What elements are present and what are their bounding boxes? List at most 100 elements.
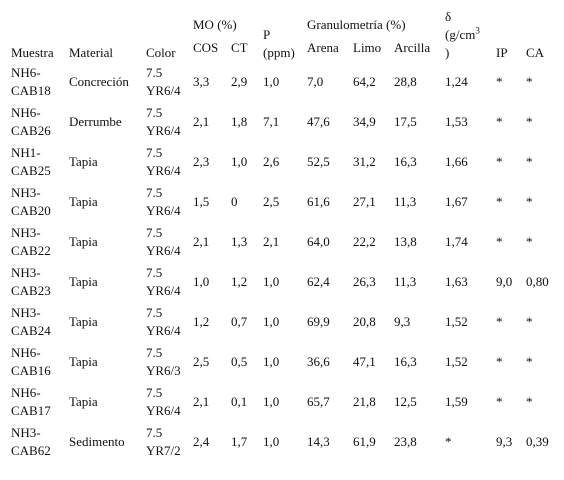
cell-arena: 47,6	[307, 114, 330, 129]
cell-ct: 0,1	[231, 394, 248, 409]
cell-p: 2,5	[263, 194, 280, 209]
cell-limo: 61,9	[353, 434, 376, 449]
cell-muestra-prefix: NH6-	[11, 105, 41, 120]
cell-muestra-prefix: NH1-	[11, 145, 41, 160]
cell-color-value: YR6/3	[146, 363, 181, 378]
table-row: NH6- CAB26 Derrumbe 7.5 YR6/4 2,1 1,8 7,1 …	[8, 102, 563, 142]
cell-muestra: NH3- CAB24	[8, 302, 66, 342]
table-body: NH6- CAB18 Concreción 7.5 YR6/4 3,3 2,9 1,…	[8, 62, 563, 462]
cell-material: Derrumbe	[69, 114, 122, 129]
cell-arcilla: 9,3	[394, 314, 411, 329]
cell-cos: 3,3	[193, 74, 210, 89]
cell-muestra: NH6- CAB17	[8, 382, 66, 422]
cell-p: 2,6	[263, 154, 280, 169]
cell-color-hue: 7.5	[146, 65, 163, 80]
cell-color-value: YR6/4	[146, 83, 181, 98]
cell-muestra-code: CAB20	[11, 203, 51, 218]
cell-ct: 2,9	[231, 74, 248, 89]
cell-color: 7.5 YR6/4	[143, 182, 190, 222]
cell-muestra-prefix: NH6-	[11, 345, 41, 360]
cell-delta: 1,53	[445, 114, 468, 129]
cell-color-value: YR6/4	[146, 203, 181, 218]
cell-ct: 1,3	[231, 234, 248, 249]
cell-material: Tapia	[69, 154, 98, 169]
cell-arena: 14,3	[307, 434, 330, 449]
cell-ca: *	[526, 74, 533, 89]
cell-arena: 64,0	[307, 234, 330, 249]
cell-ip: *	[496, 354, 503, 369]
cell-color-hue: 7.5	[146, 345, 163, 360]
cell-material: Tapia	[69, 274, 98, 289]
table-row: NH3- CAB20 Tapia 7.5 YR6/4 1,5 0 2,5 61,6 …	[8, 182, 563, 222]
cell-limo: 31,2	[353, 154, 376, 169]
cell-arcilla: 16,3	[394, 354, 417, 369]
cell-color: 7.5 YR6/3	[143, 342, 190, 382]
cell-ca: 0,39	[526, 434, 549, 449]
cell-arena: 62,4	[307, 274, 330, 289]
header-delta-unit-post: )	[445, 45, 450, 60]
cell-color: 7.5 YR6/4	[143, 262, 190, 302]
cell-muestra-code: CAB17	[11, 403, 51, 418]
soil-properties-table: Muestra Material Color MO (%) P (ppm) Gra…	[8, 6, 563, 462]
cell-color-hue: 7.5	[146, 225, 163, 240]
cell-arena: 7,0	[307, 74, 324, 89]
header-p: P (ppm)	[260, 6, 304, 62]
cell-material: Tapia	[69, 314, 98, 329]
cell-color-hue: 7.5	[146, 425, 163, 440]
table-row: NH3- CAB62 Sedimento 7.5 YR7/2 2,4 1,7 1,0…	[8, 422, 563, 462]
cell-muestra-code: CAB23	[11, 283, 51, 298]
header-muestra: Muestra	[11, 45, 54, 60]
cell-muestra-prefix: NH3-	[11, 265, 41, 280]
cell-color-value: YR6/4	[146, 123, 181, 138]
header-material: Material	[69, 45, 114, 60]
cell-ip: 9,3	[496, 434, 513, 449]
table-row: NH3- CAB22 Tapia 7.5 YR6/4 2,1 1,3 2,1 64,…	[8, 222, 563, 262]
cell-muestra-code: CAB25	[11, 163, 51, 178]
cell-delta: 1,24	[445, 74, 468, 89]
cell-ca: 0,80	[526, 274, 549, 289]
cell-limo: 21,8	[353, 394, 376, 409]
cell-p: 1,0	[263, 394, 280, 409]
header-color: Color	[146, 45, 176, 60]
cell-ca: *	[526, 154, 533, 169]
header-mo-group: MO (%)	[193, 17, 237, 32]
cell-color-value: YR6/4	[146, 163, 181, 178]
header-granulometria-group: Granulometría (%)	[307, 17, 406, 32]
cell-p: 7,1	[263, 114, 280, 129]
cell-arcilla: 17,5	[394, 114, 417, 129]
cell-ip: *	[496, 74, 503, 89]
cell-cos: 2,4	[193, 434, 210, 449]
cell-ca: *	[526, 194, 533, 209]
cell-delta: 1,59	[445, 394, 468, 409]
cell-ip: *	[496, 154, 503, 169]
cell-limo: 26,3	[353, 274, 376, 289]
table-row: NH6- CAB16 Tapia 7.5 YR6/3 2,5 0,5 1,0 36,…	[8, 342, 563, 382]
cell-color: 7.5 YR6/4	[143, 62, 190, 102]
table-row: NH1- CAB25 Tapia 7.5 YR6/4 2,3 1,0 2,6 52,…	[8, 142, 563, 182]
cell-p: 1,0	[263, 274, 280, 289]
cell-cos: 2,5	[193, 354, 210, 369]
cell-arena: 69,9	[307, 314, 330, 329]
cell-color: 7.5 YR6/4	[143, 222, 190, 262]
cell-color: 7.5 YR6/4	[143, 142, 190, 182]
cell-muestra-code: CAB62	[11, 443, 51, 458]
cell-delta: 1,67	[445, 194, 468, 209]
cell-p: 2,1	[263, 234, 280, 249]
header-p-label: P	[263, 27, 271, 42]
cell-cos: 2,1	[193, 114, 210, 129]
header-ct: CT	[231, 40, 248, 55]
cell-cos: 1,0	[193, 274, 210, 289]
cell-color: 7.5 YR6/4	[143, 382, 190, 422]
cell-muestra: NH3- CAB62	[8, 422, 66, 462]
cell-muestra: NH3- CAB23	[8, 262, 66, 302]
cell-color-hue: 7.5	[146, 185, 163, 200]
cell-ip: *	[496, 114, 503, 129]
cell-muestra: NH6- CAB18	[8, 62, 66, 102]
cell-delta: 1,52	[445, 354, 468, 369]
cell-color: 7.5 YR7/2	[143, 422, 190, 462]
cell-muestra: NH6- CAB16	[8, 342, 66, 382]
cell-limo: 22,2	[353, 234, 376, 249]
cell-material: Tapia	[69, 194, 98, 209]
cell-arcilla: 12,5	[394, 394, 417, 409]
cell-arena: 52,5	[307, 154, 330, 169]
